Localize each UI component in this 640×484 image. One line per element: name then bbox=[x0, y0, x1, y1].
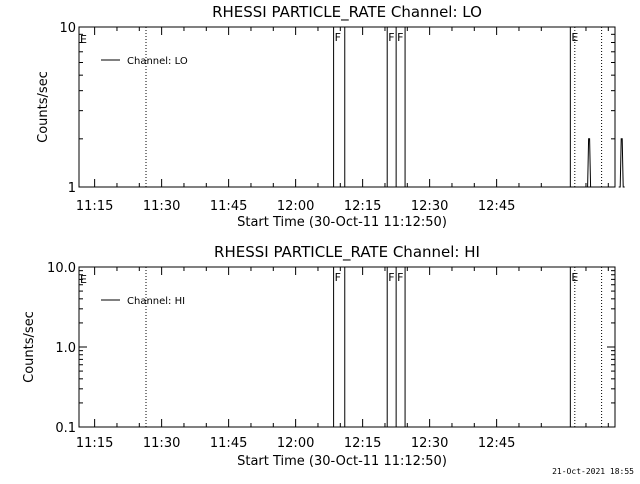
panel-2-xtick-label-1: 11:30 bbox=[143, 436, 180, 451]
panel-1-xtick-label-3: 12:00 bbox=[277, 199, 314, 214]
panel-2-xtick-label-0: 11:15 bbox=[76, 436, 113, 451]
panel-2-y-axis-label: Counts/sec bbox=[22, 311, 37, 383]
panel-1-xtick-label-4: 12:15 bbox=[344, 199, 381, 214]
panel-1-flag-label-3: F bbox=[397, 31, 403, 44]
panel-1-flag-label-5: E bbox=[571, 31, 578, 44]
panel-1-xtick-label-5: 12:30 bbox=[411, 199, 448, 214]
panel-1-corner-label-0: E bbox=[80, 33, 87, 46]
panel-2-xtick-label-6: 12:45 bbox=[478, 436, 515, 451]
panel-2-plot-frame bbox=[78, 266, 616, 428]
panel-2-ytick-label-0: 0.1 bbox=[55, 421, 76, 436]
panel-1-legend-label: Channel: LO bbox=[127, 56, 188, 67]
panel-1-title: RHESSI PARTICLE_RATE Channel: LO bbox=[212, 3, 482, 22]
footer-timestamp: 21-Oct-2021 18:55 bbox=[552, 467, 634, 476]
panel-2-flag-label-3: F bbox=[397, 271, 403, 284]
panel-2-x-axis-label: Start Time (30-Oct-11 11:12:50) bbox=[237, 454, 447, 469]
panel-1-ytick-label-0: 1 bbox=[68, 181, 76, 196]
panel-1-series-0-spike-1 bbox=[618, 138, 625, 188]
panel-2-xtick-label-4: 12:15 bbox=[344, 436, 381, 451]
panel-1-flag-label-0: F bbox=[335, 31, 341, 44]
panel-2-ytick-label-2: 10.0 bbox=[47, 261, 76, 276]
panel-2-corner-label-0: E bbox=[80, 273, 87, 286]
panel-2-flag-label-0: F bbox=[335, 271, 341, 284]
panel-2-ytick-label-1: 1.0 bbox=[55, 341, 76, 356]
panel-1-flag-label-2: F bbox=[388, 31, 394, 44]
panel-2-title: RHESSI PARTICLE_RATE Channel: HI bbox=[214, 243, 480, 262]
panel-2-flag-label-5: E bbox=[571, 271, 578, 284]
panel-1-x-axis-label: Start Time (30-Oct-11 11:12:50) bbox=[237, 215, 447, 230]
panel-2-flag-label-2: F bbox=[388, 271, 394, 284]
panel-2-xtick-label-5: 12:30 bbox=[411, 436, 448, 451]
panel-1-y-axis-label: Counts/sec bbox=[36, 71, 51, 143]
panel-2-xtick-label-3: 12:00 bbox=[277, 436, 314, 451]
panel-1-xtick-label-6: 12:45 bbox=[478, 199, 515, 214]
panel-1-xtick-label-1: 11:30 bbox=[143, 199, 180, 214]
panel-1-ytick-label-1: 10 bbox=[59, 21, 76, 36]
panel-2-legend-label: Channel: HI bbox=[127, 296, 185, 307]
panel-1-plot-frame bbox=[78, 26, 616, 188]
panel-1-xtick-label-0: 11:15 bbox=[76, 199, 113, 214]
panel-1-xtick-label-2: 11:45 bbox=[210, 199, 247, 214]
panel-1-series-0-spike-0 bbox=[586, 138, 593, 188]
panel-2-xtick-label-2: 11:45 bbox=[210, 436, 247, 451]
